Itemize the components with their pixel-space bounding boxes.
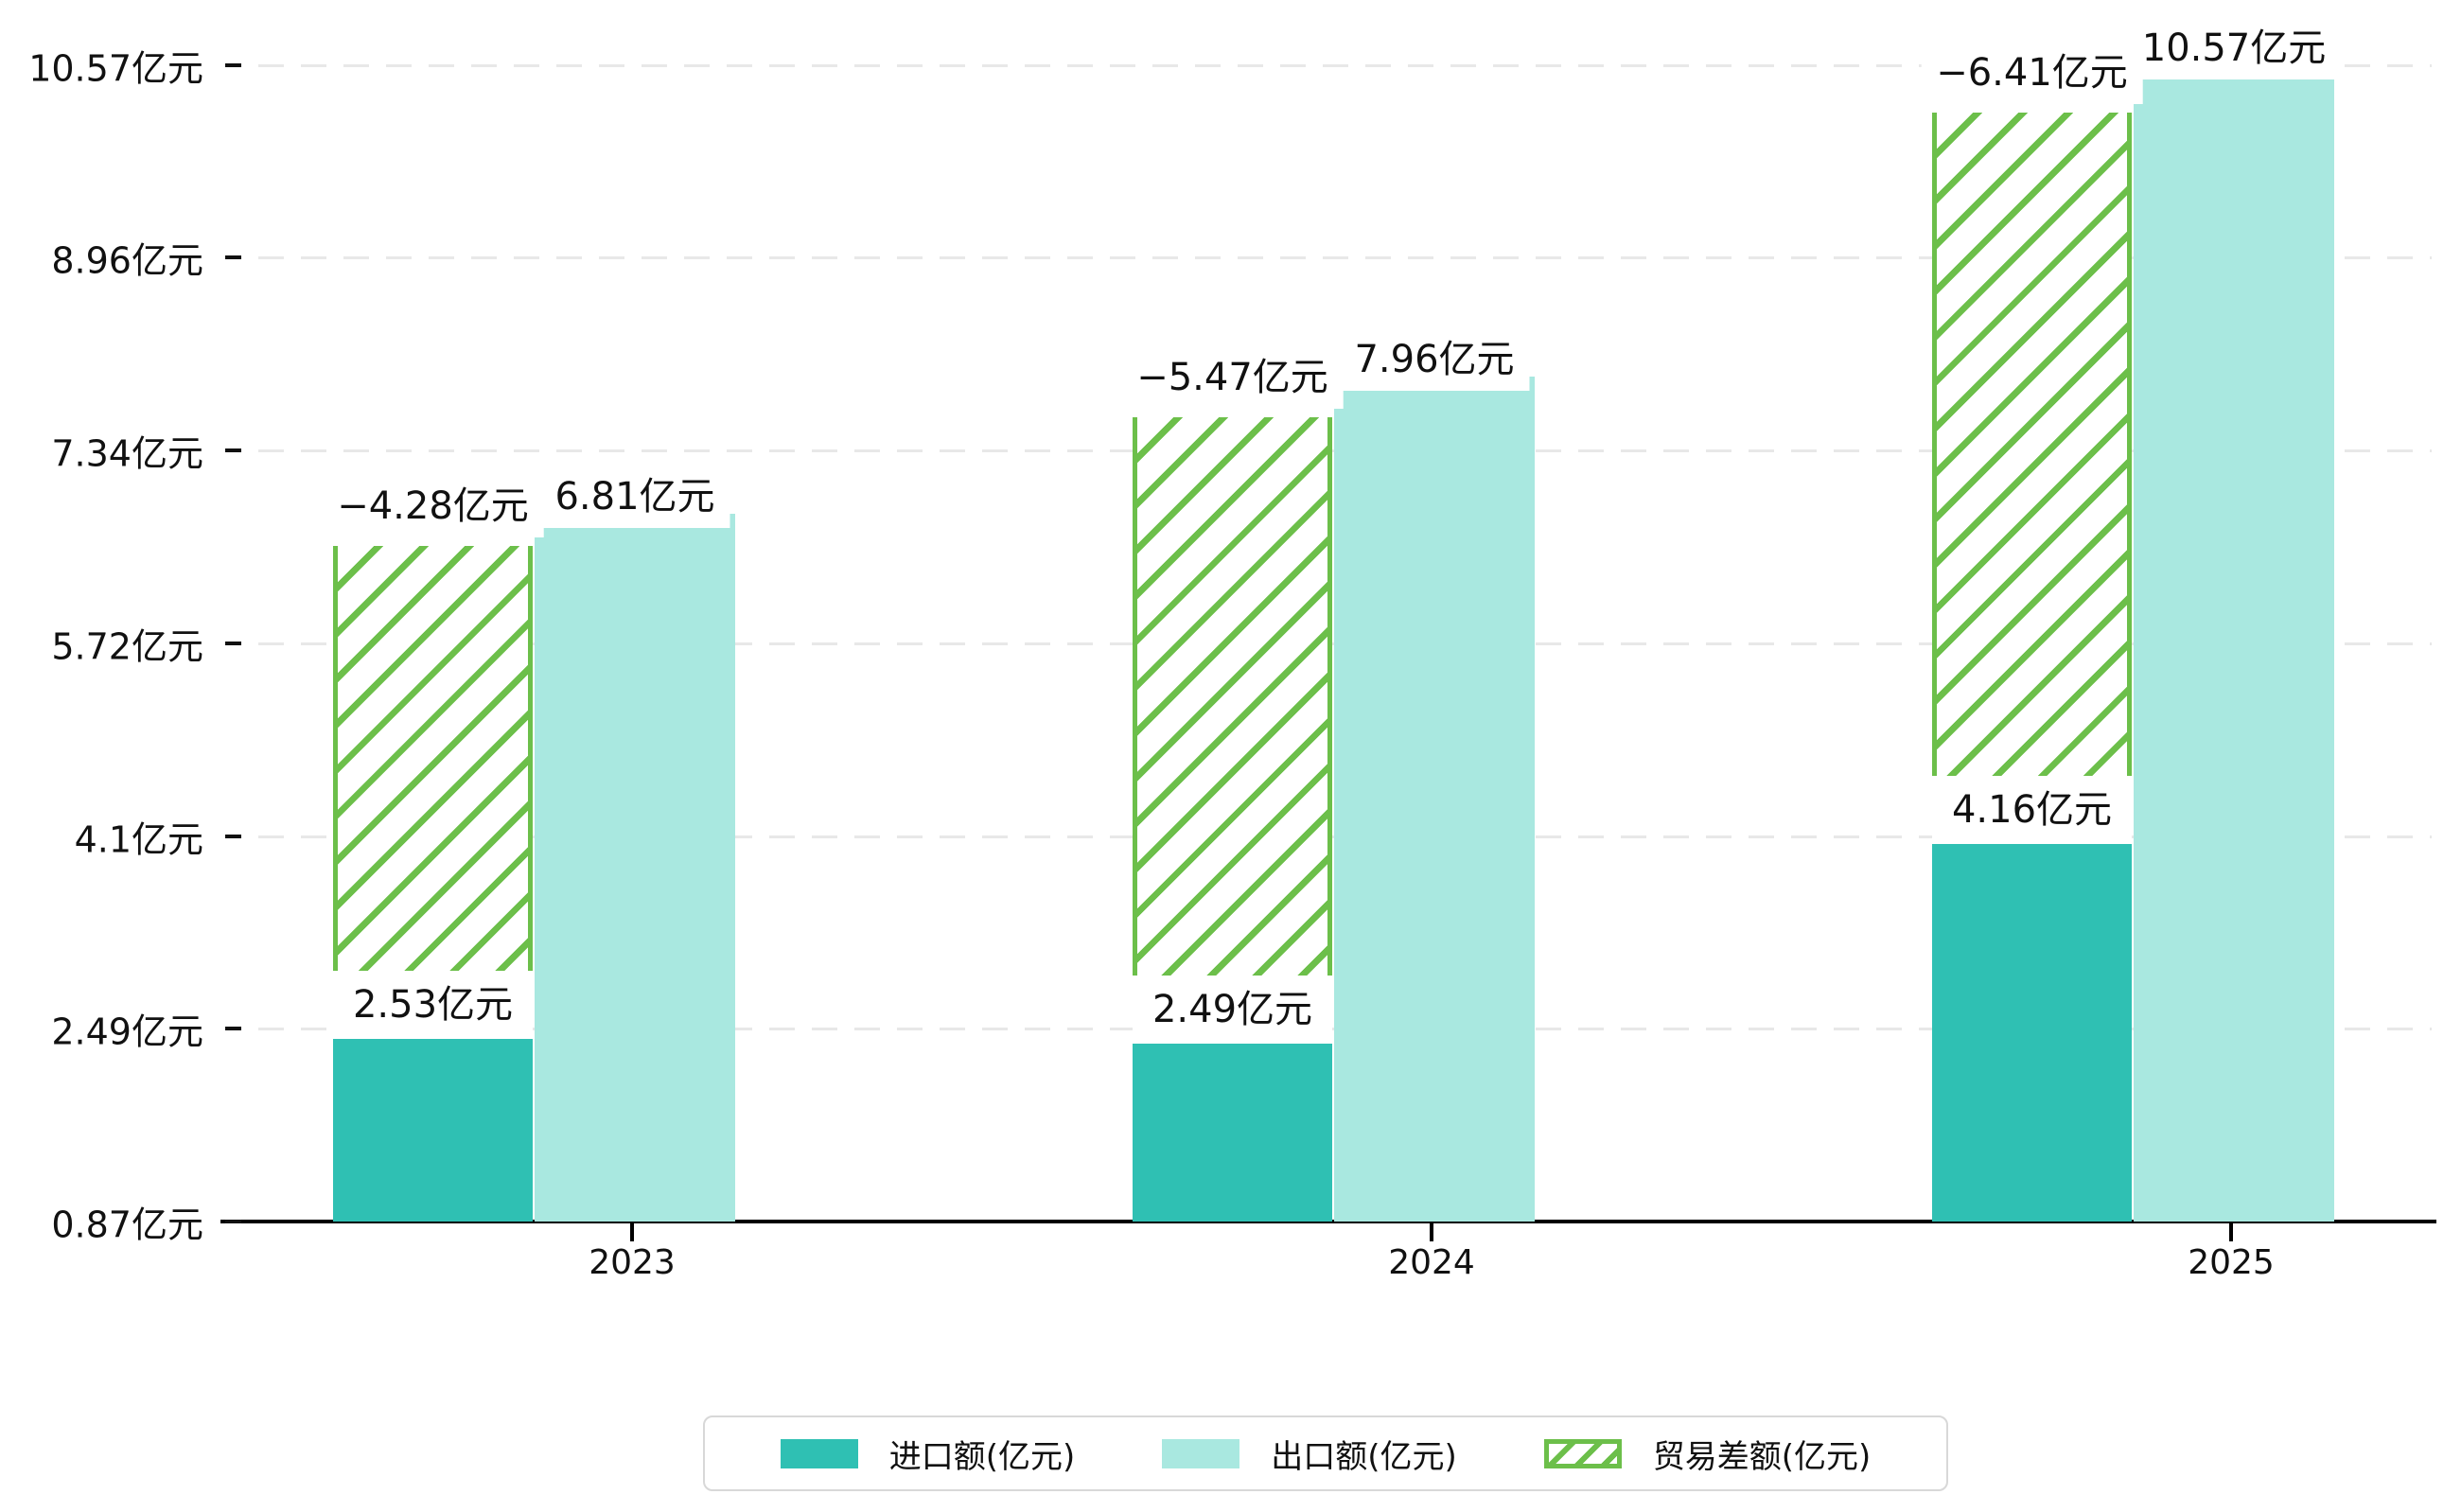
y-gridline bbox=[258, 256, 2432, 259]
y-tick-mark bbox=[225, 448, 241, 452]
y-tick-label: 5.72亿元 bbox=[51, 625, 203, 668]
x-tick-label: 2024 bbox=[1388, 1243, 1475, 1282]
bar-trade-balance-2023 bbox=[333, 546, 533, 1024]
x-axis-line bbox=[220, 1220, 2436, 1223]
y-tick-mark bbox=[225, 1027, 241, 1030]
value-label-export-2023: 6.81亿元 bbox=[539, 466, 730, 528]
y-tick-mark bbox=[225, 1220, 241, 1223]
value-label-import-2025: 4.16亿元 bbox=[1932, 776, 2132, 844]
bar-export-2025 bbox=[2134, 65, 2334, 1222]
value-label-trade-balance-2023: −4.28亿元 bbox=[322, 475, 544, 537]
x-tick-mark bbox=[1430, 1223, 1433, 1241]
y-tick-label: 7.34亿元 bbox=[51, 432, 203, 475]
legend-label-import: 进口额(亿元) bbox=[888, 1437, 1076, 1476]
bar-import-2025 bbox=[1932, 829, 2132, 1222]
x-tick-mark bbox=[630, 1223, 634, 1241]
x-tick-label: 2023 bbox=[589, 1243, 676, 1282]
value-label-import-2024: 2.49亿元 bbox=[1133, 976, 1332, 1044]
legend-label-export: 出口额(亿元) bbox=[1271, 1437, 1457, 1476]
legend-label-balance: 贸易差额(亿元) bbox=[1652, 1437, 1872, 1476]
value-label-trade-balance-2024: −5.47亿元 bbox=[1121, 346, 1344, 409]
value-label-export-2025: 10.57亿元 bbox=[2126, 17, 2342, 79]
y-tick-mark bbox=[225, 642, 241, 645]
legend-item-balance: 贸易差额(亿元) bbox=[1543, 1431, 1872, 1477]
y-tick-label: 8.96亿元 bbox=[51, 239, 203, 282]
y-gridline bbox=[258, 64, 2432, 67]
bar-export-2024 bbox=[1334, 377, 1535, 1222]
bar-import-2024 bbox=[1133, 1029, 1332, 1222]
y-tick-label: 4.1亿元 bbox=[74, 818, 203, 861]
legend-item-export: 出口额(亿元) bbox=[1162, 1431, 1457, 1477]
legend-item-import: 进口额(亿元) bbox=[780, 1431, 1076, 1477]
y-tick-label: 2.49亿元 bbox=[51, 1011, 203, 1053]
bar-import-2023 bbox=[333, 1024, 533, 1222]
legend-swatch-balance-hatch bbox=[1543, 1438, 1622, 1468]
value-label-export-2024: 7.96亿元 bbox=[1339, 328, 1530, 391]
bar-export-2023 bbox=[535, 514, 735, 1222]
value-label-trade-balance-2025: −6.41亿元 bbox=[1921, 42, 2143, 104]
bar-trade-balance-2025 bbox=[1932, 113, 2132, 829]
legend: 进口额(亿元) 出口额(亿元) 贸易差额(亿元) bbox=[703, 1415, 1948, 1491]
legend-swatch-import bbox=[780, 1438, 858, 1468]
value-label-import-2023: 2.53亿元 bbox=[333, 971, 533, 1039]
y-tick-mark bbox=[225, 255, 241, 259]
y-tick-label: 0.87亿元 bbox=[51, 1204, 203, 1246]
y-tick-label: 10.57亿元 bbox=[28, 47, 203, 90]
bar-trade-balance-2024 bbox=[1133, 417, 1332, 1029]
x-tick-label: 2025 bbox=[2188, 1243, 2275, 1282]
x-tick-mark bbox=[2229, 1223, 2233, 1241]
y-tick-mark bbox=[225, 63, 241, 67]
y-tick-mark bbox=[225, 835, 241, 838]
legend-swatch-export bbox=[1162, 1438, 1240, 1468]
